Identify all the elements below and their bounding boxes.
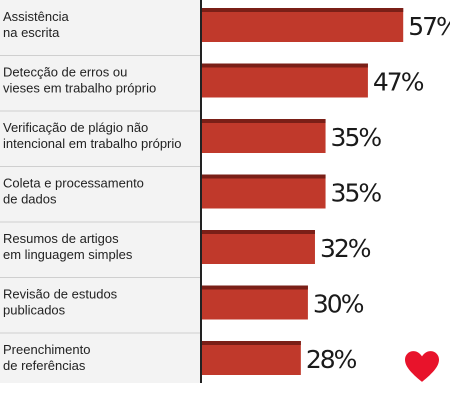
bar [202,63,368,98]
heart-icon[interactable] [405,351,439,383]
bar-top-strip [202,174,326,179]
category-label-line: na escrita [3,25,60,40]
bar [202,285,308,320]
value-label: 35% [331,123,382,152]
bar [202,230,315,264]
bar [202,8,404,42]
bar [202,174,326,209]
value-label: 35% [331,179,382,208]
bar-top-strip [202,63,368,68]
category-label: Detecção de erros ou vieses em trabalho p… [3,65,156,96]
category-label-line: Coleta e processamento [3,176,144,191]
category-label-line: publicados [3,303,66,318]
category-label-line: Preenchimento [3,342,90,357]
category-label-line: de dados [3,192,57,207]
label-panel [0,0,201,383]
category-label-line: Revisão de estudos [3,287,118,302]
category-label-line: intencional em trabalho próprio [3,136,182,151]
category-label: Resumos de artigos em linguagem simples [3,231,133,262]
value-label: 47% [373,68,424,97]
category-label: Coleta e processamento de dados [3,176,144,207]
category-label: Revisão de estudos publicados [3,287,118,318]
category-label-line: Detecção de erros ou [3,65,127,80]
value-label: 28% [306,345,357,374]
bar-top-strip [202,341,301,345]
bar-top-strip [202,285,308,290]
category-label-line: Assistência [3,9,70,24]
category-label: Verificação de plágio não intencional em … [3,120,182,151]
bar [202,341,301,375]
value-label: 30% [313,290,364,319]
category-label-line: Resumos de artigos [3,231,119,246]
category-label-line: de referências [3,358,86,373]
bar-top-strip [202,119,326,123]
category-label: Assistência na escrita [3,9,70,40]
bar-top-strip [202,230,315,234]
value-label: 32% [320,234,371,263]
value-label: 57% [408,12,450,41]
category-label-line: em linguagem simples [3,247,133,262]
bar [202,119,326,153]
category-label-line: vieses em trabalho próprio [3,81,156,96]
category-label-line: Verificação de plágio não [3,120,148,135]
bar-top-strip [202,8,404,12]
category-label: Preenchimento de referências [3,342,90,373]
